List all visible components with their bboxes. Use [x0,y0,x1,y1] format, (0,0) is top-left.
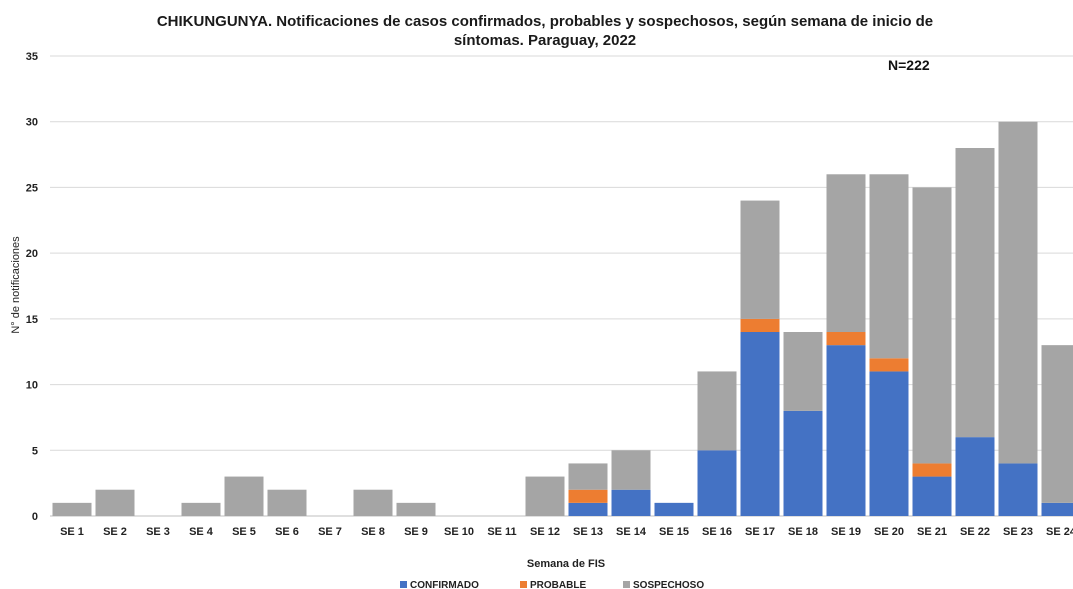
bar-sospechoso-se12 [525,476,565,516]
x-tick-label: SE 18 [788,526,818,538]
bar-confirmado-se23 [998,463,1038,516]
y-axis-ticks: 0 5 10 15 20 25 30 35 [26,51,38,523]
y-tick-label: 25 [26,182,38,194]
y-tick-label: 35 [26,51,38,63]
legend-item-probable: PROBABLE [520,580,586,589]
x-tick-label: SE 3 [146,526,170,538]
bar-confirmado-se20 [869,371,909,516]
bar-sospechoso-se13 [568,463,608,490]
legend-swatch [400,581,407,588]
x-tick-label: SE 7 [318,526,342,538]
x-tick-label: SE 9 [404,526,428,538]
x-tick-label: SE 12 [530,526,560,538]
legend-item-confirmado: CONFIRMADO [400,580,479,589]
bar-sospechoso-se18 [783,332,823,411]
bars [52,121,1073,516]
x-tick-label: SE 10 [444,526,474,538]
y-tick-label: 0 [32,511,38,523]
bar-sospechoso-se6 [267,489,307,516]
total-annotation: N=222 [888,57,930,73]
x-tick-label: SE 17 [745,526,775,538]
x-tick-label: SE 2 [103,526,127,538]
x-tick-label: SE 16 [702,526,732,538]
bar-confirmado-se18 [783,410,823,516]
bar-sospechoso-se17 [740,200,780,319]
y-axis-title: N° de notificaciones [10,236,22,334]
bar-sospechoso-se4 [181,502,221,516]
x-tick-label: SE 5 [232,526,256,538]
bar-sospechoso-se14 [611,450,651,490]
bar-confirmado-se15 [654,502,694,516]
x-tick-label: SE 19 [831,526,861,538]
y-tick-label: 5 [32,445,38,457]
bar-probable-se21 [912,463,952,477]
bar-sospechoso-se21 [912,187,952,464]
bar-confirmado-se22 [955,437,995,516]
x-tick-label: SE 6 [275,526,299,538]
bar-confirmado-se17 [740,332,780,516]
x-tick-label: SE 22 [960,526,990,538]
bar-confirmado-se13 [568,502,608,516]
legend: CONFIRMADO PROBABLE SOSPECHOSO [400,580,704,589]
bar-probable-se19 [826,332,866,346]
gridlines [50,55,1073,517]
legend-label: SOSPECHOSO [633,580,704,589]
legend-label: PROBABLE [530,580,586,589]
bar-confirmado-se21 [912,476,952,516]
legend-swatch [623,581,630,588]
x-tick-label: SE 20 [874,526,904,538]
x-tick-label: SE 11 [487,526,516,538]
x-tick-label: SE 1 [60,526,84,538]
legend-item-sospechoso: SOSPECHOSO [623,580,704,589]
x-tick-label: SE 24 [1046,526,1073,538]
x-tick-label: SE 21 [917,526,947,538]
x-tick-label: SE 15 [659,526,689,538]
x-tick-label: SE 8 [361,526,385,538]
legend-swatch [520,581,527,588]
y-tick-label: 20 [26,248,38,260]
x-tick-label: SE 14 [616,526,647,538]
x-axis-ticks: SE 1 SE 2 SE 3 SE 4 SE 5 SE 6 SE 7 SE 8 SE 9 SE 1… [60,526,1073,538]
bar-sospechoso-se24 [1041,345,1073,503]
bar-sospechoso-se19 [826,174,866,332]
bar-sospechoso-se16 [697,371,737,451]
bar-sospechoso-se2 [95,489,135,516]
bar-sospechoso-se5 [224,476,264,516]
bar-confirmado-se19 [826,345,866,516]
legend-label: CONFIRMADO [410,580,479,589]
x-tick-label: SE 4 [189,526,214,538]
bar-sospechoso-se23 [998,121,1038,464]
bar-sospechoso-se22 [955,148,995,438]
bar-sospechoso-se1 [52,502,92,516]
x-axis-title: Semana de FIS [527,558,605,570]
chart-title-line-2: síntomas. Paraguay, 2022 [454,32,636,49]
bar-probable-se17 [740,318,780,332]
bar-confirmado-se16 [697,450,737,516]
chart-title-line-1: CHIKUNGUNYA. Notificaciones de casos con… [157,13,933,30]
x-tick-label: SE 23 [1003,526,1033,538]
bar-confirmado-se14 [611,489,651,516]
bar-sospechoso-se9 [396,502,436,516]
x-tick-label: SE 13 [573,526,603,538]
y-tick-label: 30 [26,117,38,129]
bar-sospechoso-se8 [353,489,393,516]
bar-confirmado-se24 [1041,502,1073,516]
bar-probable-se13 [568,489,608,503]
bar-probable-se20 [869,358,909,372]
bar-sospechoso-se20 [869,174,909,359]
y-tick-label: 15 [26,314,38,326]
y-tick-label: 10 [26,380,38,392]
